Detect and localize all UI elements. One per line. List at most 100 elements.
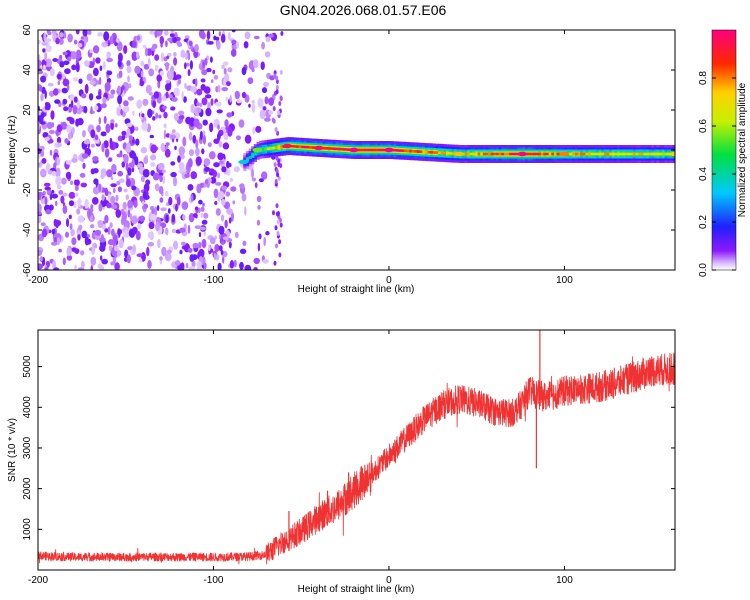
noise-speckle <box>140 70 144 78</box>
noise-speckle <box>117 135 124 142</box>
spectrogram-y-tick-label: 0 <box>22 147 33 153</box>
noise-speckle <box>164 252 172 262</box>
noise-speckle <box>106 57 113 63</box>
noise-speckle <box>224 119 229 128</box>
noise-speckle <box>125 194 130 200</box>
noise-speckle <box>111 228 115 237</box>
noise-speckle <box>95 57 101 64</box>
noise-speckle <box>221 240 225 245</box>
noise-speckle <box>55 167 61 178</box>
noise-speckle <box>182 136 187 147</box>
noise-speckle <box>172 36 178 44</box>
noise-speckle <box>216 40 221 50</box>
noise-speckle <box>279 222 283 228</box>
noise-speckle <box>253 267 258 270</box>
trace-segment <box>311 146 315 149</box>
colorbar-ticks: 0.0 0.2 0.4 0.6 0.8 <box>698 71 736 277</box>
noise-speckle <box>56 237 61 245</box>
trace-segment <box>482 152 486 156</box>
noise-speckle <box>70 100 74 108</box>
noise-speckle <box>147 260 152 269</box>
noise-speckle <box>209 122 214 133</box>
noise-speckle <box>65 231 69 238</box>
noise-speckle <box>109 222 113 229</box>
trace-knot <box>282 143 293 149</box>
noise-speckle <box>199 182 204 188</box>
colorbar-tick-label: 0.8 <box>698 71 709 85</box>
noise-speckle <box>107 226 111 235</box>
noise-speckle <box>99 264 105 270</box>
trace-segment <box>535 152 539 156</box>
noise-speckle <box>102 61 106 70</box>
noise-speckle <box>275 89 279 95</box>
noise-speckle <box>49 149 53 156</box>
noise-speckle <box>206 30 211 40</box>
trace-segment <box>272 146 276 150</box>
trace-segment <box>493 152 497 156</box>
spectrogram-trace-layer <box>238 137 675 171</box>
noise-speckle <box>274 127 278 133</box>
noise-speckle <box>226 81 231 87</box>
noise-speckle <box>177 155 181 163</box>
noise-speckle <box>161 105 167 110</box>
noise-speckle <box>171 129 176 134</box>
noise-speckle <box>278 101 282 106</box>
noise-speckle <box>241 67 247 76</box>
trace-segment <box>464 152 468 156</box>
noise-speckle <box>121 130 127 136</box>
snr-panel: -200 -100 0 100 1000 2000 3000 4000 5000 Height… <box>7 329 676 595</box>
trace-segment <box>619 152 623 156</box>
noise-speckle <box>258 178 264 183</box>
trace-segment <box>298 145 302 148</box>
noise-speckle <box>226 112 233 118</box>
noise-speckle <box>177 42 183 47</box>
noise-speckle <box>203 86 211 94</box>
trace-segment <box>667 152 671 156</box>
noise-speckle <box>86 73 93 81</box>
noise-speckle <box>210 176 217 184</box>
noise-speckle <box>275 84 279 90</box>
noise-speckle <box>111 163 117 173</box>
noise-speckle <box>261 41 265 50</box>
noise-speckle <box>187 184 194 191</box>
noise-speckle <box>50 110 55 120</box>
noise-speckle <box>107 239 115 246</box>
noise-speckle <box>205 107 212 117</box>
noise-speckle <box>150 154 157 161</box>
noise-speckle <box>129 150 136 159</box>
noise-speckle <box>108 245 113 252</box>
noise-speckle <box>194 78 198 87</box>
trace-segment <box>596 152 600 156</box>
snr-x-label: Height of straight line (km) <box>298 584 415 595</box>
noise-speckle <box>187 247 193 253</box>
spectrogram-x-tick-label: -100 <box>203 275 223 286</box>
trace-segment <box>496 152 500 156</box>
noise-speckle <box>109 142 114 150</box>
noise-speckle <box>188 40 193 47</box>
noise-speckle <box>264 117 271 122</box>
noise-speckle <box>212 69 216 75</box>
noise-speckle <box>92 156 99 162</box>
noise-speckle <box>215 101 222 107</box>
noise-speckle <box>193 118 200 128</box>
trace-segment <box>546 152 550 156</box>
snr-line-layer <box>38 330 675 565</box>
noise-speckle <box>168 196 173 206</box>
noise-speckle <box>56 220 62 226</box>
noise-speckle <box>74 248 80 255</box>
colorbar-tick-label: 0.6 <box>698 119 709 133</box>
noise-speckle <box>200 78 206 83</box>
noise-speckle <box>268 33 275 38</box>
trace-segment <box>606 152 610 156</box>
noise-speckle <box>117 85 122 96</box>
noise-speckle <box>147 231 153 239</box>
noise-speckle <box>147 108 153 119</box>
noise-speckle <box>171 97 178 102</box>
noise-speckle <box>236 99 242 104</box>
noise-speckle <box>41 111 45 119</box>
noise-speckle <box>221 87 229 92</box>
noise-speckle <box>165 142 170 146</box>
noise-speckle <box>160 142 166 152</box>
trace-segment <box>438 151 442 155</box>
trace-segment <box>448 152 452 155</box>
